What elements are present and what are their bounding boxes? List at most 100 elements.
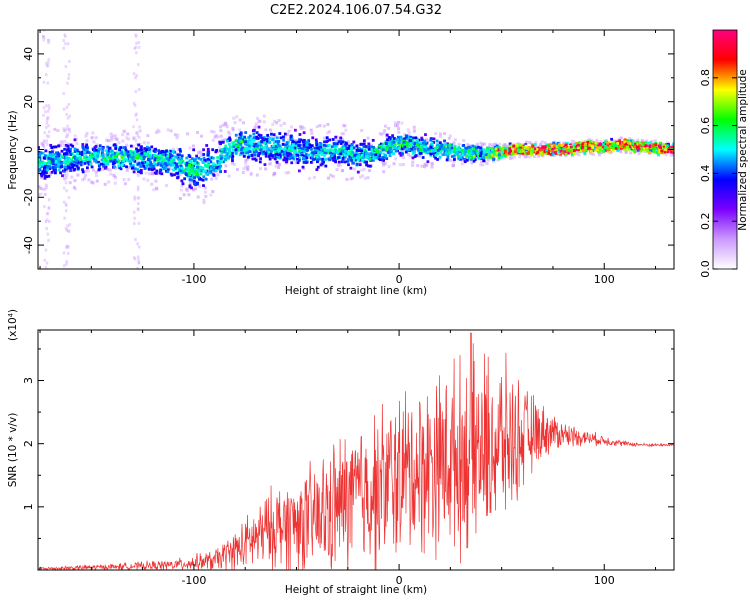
heatmap-cell: [657, 153, 660, 156]
heatmap-cell: [140, 154, 144, 157]
heatmap-cell: [222, 154, 226, 158]
heatmap-cell: [460, 162, 464, 166]
heatmap-cell: [530, 150, 533, 153]
heatmap-cell: [71, 144, 75, 148]
heatmap-cell: [633, 145, 636, 149]
heatmap-cell: [479, 154, 482, 158]
heatmap-cell: [442, 153, 446, 156]
heatmap-cell: [561, 142, 565, 146]
heatmap-cell: [87, 178, 91, 182]
heatmap-cell: [129, 162, 133, 165]
y-tick-label: 20: [22, 95, 35, 109]
heatmap-cell: [460, 149, 464, 152]
heatmap-cell: [522, 145, 526, 149]
heatmap-cell: [123, 146, 127, 149]
heatmap-cell: [380, 132, 384, 136]
heatmap-cell: [244, 146, 248, 150]
heatmap-cell: [255, 117, 259, 121]
heatmap-cell: [619, 149, 623, 153]
heatmap-cell: [663, 150, 667, 154]
heatmap-cell: [420, 138, 424, 142]
heatmap-cell: [577, 153, 581, 157]
heatmap-cell: [341, 137, 345, 141]
heatmap-cell: [180, 166, 184, 170]
heatmap-cell: [141, 161, 144, 165]
heatmap-cell: [148, 158, 152, 162]
heatmap-cell: [93, 152, 97, 156]
heatmap-cell: [298, 158, 301, 162]
heatmap-cell: [196, 165, 199, 169]
heatmap-cell: [176, 133, 180, 137]
heatmap-cell: [281, 143, 285, 146]
heatmap-cell: [207, 156, 211, 160]
heatmap-cell: [146, 156, 150, 159]
heatmap-cell: [90, 136, 94, 140]
heatmap-cell: [153, 154, 156, 157]
heatmap-cell: [287, 149, 291, 153]
heatmap-cell: [196, 172, 199, 176]
heatmap-cell: [615, 144, 619, 148]
heatmap-cell: [132, 164, 135, 167]
heatmap-cell: [288, 157, 292, 161]
heatmap-cell: [47, 158, 50, 162]
heatmap-cell: [661, 145, 664, 149]
heatmap-cell: [244, 140, 248, 144]
heatmap-cell: [434, 156, 438, 160]
heatmap-cell: [391, 134, 395, 138]
heatmap-cell: [340, 160, 344, 164]
heatmap-cell: [103, 182, 107, 186]
heatmap-cell: [297, 138, 301, 142]
heatmap-cell: [60, 149, 64, 153]
heatmap-cell: [142, 164, 146, 168]
heatmap-cell: [631, 139, 635, 143]
heatmap-cell: [314, 154, 318, 158]
heatmap-cell: [623, 140, 627, 144]
heatmap-cell: [232, 140, 236, 144]
heatmap-cell: [429, 150, 433, 154]
heatmap-cell: [95, 143, 99, 147]
heatmap-cell: [355, 144, 359, 148]
heatmap-cell: [521, 149, 525, 153]
heatmap-cell: [483, 153, 487, 157]
heatmap-cell: [105, 151, 109, 155]
heatmap-cell: [576, 152, 580, 156]
heatmap-cell: [564, 147, 568, 151]
heatmap-cell: [84, 134, 88, 138]
heatmap-cell: [145, 153, 149, 157]
heatmap-cell: [509, 156, 513, 160]
heatmap-cell: [124, 151, 128, 155]
heatmap-cell: [149, 161, 153, 165]
heatmap-cell: [45, 227, 48, 231]
heatmap-cell: [564, 145, 568, 149]
heatmap-cell: [403, 145, 407, 149]
heatmap-cell: [302, 131, 306, 135]
heatmap-cell: [220, 147, 224, 151]
heatmap-cell: [254, 158, 258, 162]
heatmap-cell: [334, 135, 338, 139]
heatmap-cell: [323, 153, 327, 157]
heatmap-cell: [238, 146, 241, 150]
heatmap-cell: [346, 158, 350, 161]
heatmap-cell: [317, 143, 321, 146]
heatmap-cell: [236, 139, 240, 143]
heatmap-cell: [255, 131, 259, 134]
heatmap-cell: [255, 144, 259, 148]
heatmap-cell: [490, 144, 494, 148]
heatmap-cell: [159, 151, 163, 154]
heatmap-cell: [43, 165, 47, 169]
heatmap-cell: [121, 139, 125, 143]
heatmap-cell: [219, 154, 223, 158]
heatmap-cell: [85, 143, 89, 147]
heatmap-cell: [357, 153, 361, 157]
heatmap-cell: [62, 129, 66, 133]
heatmap-cell: [71, 165, 75, 169]
heatmap-cell: [371, 151, 374, 155]
heatmap-cell: [228, 132, 232, 136]
heatmap-cell: [100, 151, 104, 155]
heatmap-cell: [42, 156, 46, 160]
heatmap-cell: [68, 114, 72, 118]
heatmap-cell: [41, 161, 45, 165]
heatmap-cell: [216, 150, 220, 154]
heatmap-cell: [188, 146, 192, 150]
heatmap-cell: [370, 148, 374, 152]
